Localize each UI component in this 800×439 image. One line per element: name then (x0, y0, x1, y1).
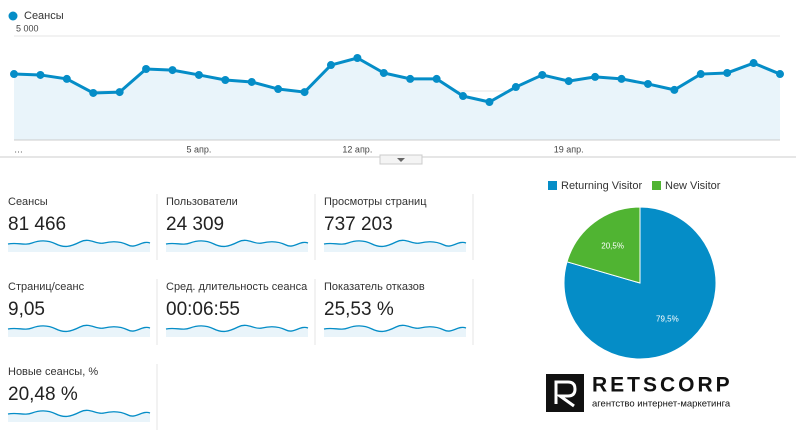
metric-value: 9,05 (8, 299, 45, 320)
point (564, 77, 573, 86)
point (749, 59, 758, 68)
logo-tagline: агентство интернет-маркетинга (592, 399, 731, 410)
point (432, 74, 441, 83)
point (776, 70, 784, 79)
sparkline-area (8, 240, 150, 252)
legend-swatch (548, 181, 557, 190)
pie-slice (566, 206, 641, 284)
point (89, 88, 98, 97)
pie-label: 79,5% (656, 315, 679, 324)
sparkline-area (8, 410, 150, 422)
metric-name: Новые сеансы, % (8, 366, 98, 378)
legend-label[interactable]: Returning Visitor (561, 180, 642, 192)
logo: RETSCORP агентство интернет-маркетинга (546, 374, 733, 412)
point (221, 76, 230, 84)
sparkline (323, 239, 467, 248)
sparkline (7, 239, 151, 248)
point (511, 83, 520, 92)
point (326, 61, 335, 70)
point (485, 98, 494, 106)
point (142, 65, 151, 73)
line (13, 56, 781, 104)
sparkline-area (166, 240, 308, 252)
y-tick-label: 5 000 (16, 23, 39, 33)
metric-name: Пользователи (166, 196, 238, 208)
sparkline (7, 409, 151, 418)
point (643, 79, 652, 88)
point (538, 70, 547, 79)
x-tick-label: 12 апр. (342, 144, 372, 154)
pie-slice (563, 206, 717, 360)
sparkline-area (166, 325, 308, 337)
x-tick-label: … (14, 144, 23, 154)
metrics: Сеансы 81 466 Пользователи 24 309 Просмотры … (7, 194, 474, 430)
sparkline (7, 324, 151, 333)
point (168, 66, 177, 75)
point (591, 72, 600, 81)
point (194, 70, 203, 79)
point (696, 70, 705, 79)
metric-name: Сеансы (8, 196, 48, 208)
metric-value: 20,48 % (8, 384, 78, 405)
point (36, 70, 45, 79)
metric-name: Просмотры страниц (324, 196, 427, 208)
sparkline-area (324, 325, 466, 337)
legend-label[interactable]: Сеансы (24, 10, 64, 22)
point (723, 68, 732, 77)
metric-name: Страниц/сеанс (8, 281, 85, 293)
scroll-arrow (397, 158, 405, 162)
point (115, 88, 124, 97)
point (10, 70, 18, 79)
point (406, 74, 415, 83)
point (617, 74, 626, 83)
point (459, 92, 468, 101)
metric-value: 81 466 (8, 214, 66, 235)
point (300, 88, 309, 97)
point (379, 68, 388, 77)
metric-value: 25,53 % (324, 299, 394, 320)
logo-box (546, 374, 584, 412)
legend-swatch (652, 181, 661, 190)
metric-value: 24 309 (166, 214, 224, 235)
legend-label[interactable]: New Visitor (665, 180, 721, 192)
point (62, 74, 71, 83)
point (353, 54, 362, 62)
point (670, 85, 679, 94)
x-tick-label: 19 апр. (554, 144, 584, 154)
logo-name: RETSCORP (592, 374, 733, 397)
point (247, 77, 256, 86)
metric-value: 00:06:55 (166, 299, 240, 320)
sparkline (165, 324, 309, 333)
sparkline-area (324, 240, 466, 252)
sparkline (323, 324, 467, 333)
metric-name: Показатель отказов (324, 281, 425, 293)
pie-label: 20,5% (601, 242, 624, 251)
metric-value: 737 203 (324, 214, 393, 235)
x-tick-label: 5 апр. (186, 144, 211, 154)
legend-dot (8, 11, 18, 21)
sparkline (165, 239, 309, 248)
metric-name: Сред. длительность сеанса (166, 281, 308, 293)
sparkline-area (8, 325, 150, 337)
point (274, 85, 283, 94)
logo-mark (554, 380, 577, 408)
